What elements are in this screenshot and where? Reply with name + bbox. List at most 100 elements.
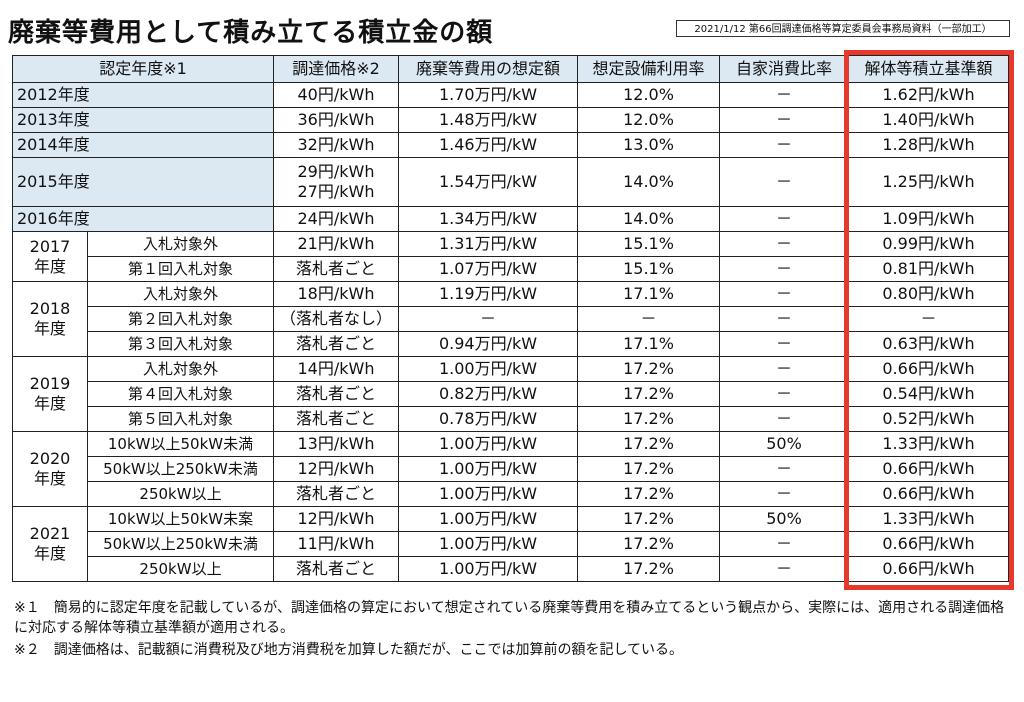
table-row: 第４回入札対象 落札者ごと 0.82万円/kW 17.2% － 0.54円/kWh [13,381,1009,407]
value-cell: 0.66円/kWh [848,556,1009,582]
value-cell: 14.0% [577,157,720,207]
value-cell: － [719,556,849,582]
table-row: 50kW以上250kW未満 11円/kWh 1.00万円/kW 17.2% － 0.66円… [13,531,1009,557]
value-cell: － [719,306,849,332]
value-cell: 14.0% [577,206,720,232]
value-cell: 40円/kWh [273,82,399,108]
table-row: 2012年度 40円/kWh 1.70万円/kW 12.0% － 1.62円/kWh [12,82,1009,108]
value-cell: 12円/kWh [273,506,399,532]
value-cell: 落札者ごと [273,481,399,507]
value-cell: 17.2% [577,556,720,582]
category-cell: 第５回入札対象 [87,406,274,432]
value-cell: － [719,331,849,357]
value-cell: 1.00万円/kW [398,506,578,532]
category-cell: 入札対象外 [87,281,274,307]
value-cell: 1.62円/kWh [848,82,1009,108]
value-cell: 0.52円/kWh [848,406,1009,432]
value-cell: 1.00万円/kW [398,531,578,557]
year-cell: 2014年度 [12,132,274,158]
page-title: 廃棄等費用として積み立てる積立金の額 [8,18,494,48]
column-header: 自家消費比率 [719,55,849,83]
value-cell: 0.81円/kWh [848,256,1009,282]
table-row: 2020 年度 10kW以上50kW未満 13円/kWh 1.00万円/kW 17.2%… [12,431,1009,507]
data-table: 認定年度※1 調達価格※2 廃棄等費用の想定額 想定設備利用率 自家消費比率 解体等積立基… [12,55,1009,582]
value-cell: 落札者ごと [273,256,399,282]
value-cell: － [719,406,849,432]
value-cell: 1.07万円/kW [398,256,578,282]
category-cell: 入札対象外 [87,231,274,257]
year-cell: 2018 年度 [12,281,88,357]
value-cell: － [719,456,849,482]
category-cell: 50kW以上250kW未満 [87,531,274,557]
value-cell: － [719,157,849,207]
value-cell: 12.0% [577,107,720,133]
value-cell: 1.00万円/kW [398,456,578,482]
source-note: 2021/1/12 第66回調達価格等算定委員会事務局資料（一部加工） [676,20,1010,37]
value-cell: 0.94万円/kW [398,331,578,357]
year-cell: 2013年度 [12,107,274,133]
value-cell: － [719,356,849,382]
value-cell: 17.2% [577,431,720,457]
value-cell: 21円/kWh [273,231,399,257]
value-cell: 1.19万円/kW [398,281,578,307]
value-cell: 17.2% [577,356,720,382]
value-cell: － [719,82,849,108]
value-cell: － [719,531,849,557]
value-cell: 17.2% [577,406,720,432]
table-row: 第５回入札対象 落札者ごと 0.78万円/kW 17.2% － 0.52円/kWh [13,406,1009,432]
value-cell: － [719,481,849,507]
table-row: 2014年度 32円/kWh 1.46万円/kW 13.0% － 1.28円/kWh [12,132,1009,158]
value-cell: 1.40円/kWh [848,107,1009,133]
table-row: 2018 年度 入札対象外 18円/kWh 1.19万円/kW 17.1% － 0.80円/… [12,281,1009,357]
category-cell: 10kW以上50kW未満 [87,431,274,457]
value-cell: 1.00万円/kW [398,356,578,382]
value-cell: 50% [719,506,849,532]
value-cell: 0.66円/kWh [848,356,1009,382]
value-cell: 1.33円/kWh [848,506,1009,532]
value-cell: 1.46万円/kW [398,132,578,158]
value-cell: 0.78万円/kW [398,406,578,432]
table-row: 2019 年度 入札対象外 14円/kWh 1.00万円/kW 17.2% － 0.66円/… [12,356,1009,432]
value-cell: 1.09円/kWh [848,206,1009,232]
value-cell: 12.0% [577,82,720,108]
column-header: 解体等積立基準額 [848,55,1009,83]
column-header: 廃棄等費用の想定額 [398,55,578,83]
table-body: 2012年度 40円/kWh 1.70万円/kW 12.0% － 1.62円/kWh 201… [12,82,1009,582]
value-cell: 29円/kWh 27円/kWh [273,157,399,207]
category-cell: 第１回入札対象 [87,256,274,282]
table-row: 250kW以上 落札者ごと 1.00万円/kW 17.2% － 0.66円/kWh [13,556,1009,582]
value-cell: 13.0% [577,132,720,158]
year-cell: 2021 年度 [12,506,88,582]
value-cell: 1.00万円/kW [398,431,578,457]
value-cell: 落札者ごと [273,331,399,357]
value-cell: 1.00万円/kW [398,481,578,507]
column-header: 認定年度※1 [12,55,274,83]
table-row: 2021 年度 10kW以上50kW未案 12円/kWh 1.00万円/kW 17.2%… [12,506,1009,582]
value-cell: 24円/kWh [273,206,399,232]
value-cell: 0.80円/kWh [848,281,1009,307]
column-header: 想定設備利用率 [577,55,720,83]
category-cell: 第３回入札対象 [87,331,274,357]
table-row: 2015年度 29円/kWh 27円/kWh 1.54万円/kW 14.0% － 1.25… [12,157,1009,207]
table-row: 250kW以上 落札者ごと 1.00万円/kW 17.2% － 0.66円/kWh [13,481,1009,507]
value-cell: 12円/kWh [273,456,399,482]
value-cell: － [719,132,849,158]
year-cell: 2012年度 [12,82,274,108]
value-cell: 1.33円/kWh [848,431,1009,457]
table-row: 2013年度 36円/kWh 1.48万円/kW 12.0% － 1.40円/kWh [12,107,1009,133]
value-cell: 17.2% [577,531,720,557]
value-cell: － [848,306,1009,332]
value-cell: 0.66円/kWh [848,481,1009,507]
value-cell: － [398,306,578,332]
category-cell: 250kW以上 [87,481,274,507]
value-cell: 17.2% [577,381,720,407]
value-cell: 0.66円/kWh [848,531,1009,557]
value-cell: 17.1% [577,331,720,357]
value-cell: 11円/kWh [273,531,399,557]
value-cell: 1.34万円/kW [398,206,578,232]
category-cell: 50kW以上250kW未満 [87,456,274,482]
value-cell: 0.99円/kWh [848,231,1009,257]
year-cell: 2019 年度 [12,356,88,432]
value-cell: － [719,381,849,407]
value-cell: － [719,256,849,282]
